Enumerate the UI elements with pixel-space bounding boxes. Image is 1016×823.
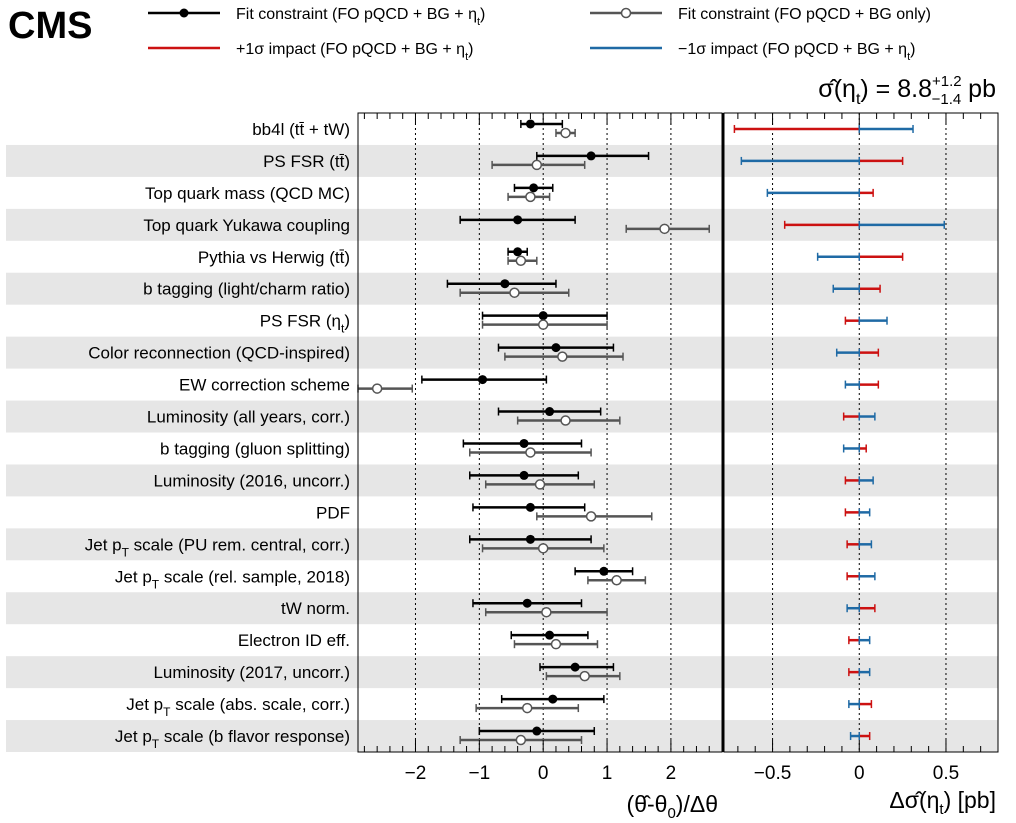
fit-bg-point: [525, 191, 536, 203]
fit-bg-point: [531, 159, 543, 171]
fit-full-point: [519, 438, 529, 448]
row-band: [6, 336, 998, 369]
nuisance-label: Color reconnection (QCD-inspired): [88, 344, 350, 363]
nuisance-label: b tagging (light/charm ratio): [143, 280, 350, 299]
fit-full-point: [513, 215, 523, 225]
nuisance-label: Jet pT scale (b flavor response): [115, 727, 350, 751]
fit-full-point: [529, 183, 539, 193]
fit-bg-point: [560, 415, 571, 426]
fit-full-point: [570, 662, 580, 672]
fit-full-point: [519, 470, 529, 480]
fit-bg-point: [541, 606, 552, 618]
right-tick-label: 0.5: [933, 763, 959, 784]
nuisance-label: Luminosity (all years, corr.): [147, 408, 350, 427]
left-tick-label: 0: [538, 763, 549, 784]
left-axis-title: (θ̂-θ0)/Δθ: [627, 791, 718, 822]
legend-marker-fit_full: [179, 8, 189, 18]
fit-full-point: [525, 534, 535, 544]
left-tick-label: −2: [405, 763, 427, 784]
fit-full-point: [586, 151, 596, 161]
fit-bg-point: [515, 255, 527, 267]
left-tick-label: 2: [666, 763, 677, 784]
legend-label-fit_bg: Fit constraint (FO pQCD + BG only): [678, 6, 931, 23]
right-tick-label: 0: [854, 763, 865, 784]
nuisance-label: PS FSR (tt̄): [263, 152, 350, 171]
nuisance-label: PDF: [316, 503, 350, 522]
fit-bg-point: [579, 670, 590, 682]
row-band: [6, 592, 998, 625]
nuisance-label: Luminosity (2016, uncorr.): [153, 471, 350, 490]
fit-full-point: [548, 694, 558, 704]
header: CMS Fit constraint (FO pQCD + BG + ηt) Fit…: [8, 5, 996, 108]
nuisance-label: Top quark Yukawa coupling: [143, 216, 350, 235]
legend-label-plus_impact: +1σ impact (FO pQCD + BG + ηt): [236, 41, 473, 63]
legend-label-fit_full: Fit constraint (FO pQCD + BG + ηt): [236, 6, 485, 28]
fit-full-point: [545, 407, 555, 417]
nuisance-label: Jet pT scale (PU rem. central, corr.): [85, 535, 350, 559]
nuisance-label: tW norm.: [281, 599, 350, 618]
axes: −2 −1 0 1 2 −0.5 0 0.5 (θ̂-θ0)/Δθ Δσ̂(ηt) [pb]: [363, 113, 999, 822]
fit-full-point: [513, 247, 523, 257]
nuisance-label: PS FSR (ηt): [260, 312, 350, 336]
fit-full-point: [522, 598, 532, 608]
result-annotation: σ̂(ηt) = 8.8+1.2 −1.4 pb: [818, 73, 996, 108]
legend-label-minus_impact: −1σ impact (FO pQCD + BG + ηt): [678, 41, 915, 63]
fit-bg-point: [537, 543, 549, 554]
data-marks: [357, 119, 945, 746]
nuisance-label: Pythia vs Herwig (tt̄): [198, 248, 350, 267]
nuisance-label: Luminosity (2017, uncorr.): [153, 663, 350, 682]
row-band: [6, 464, 998, 497]
fit-bg-point: [515, 734, 527, 746]
nuisance-label: b tagging (gluon splitting): [160, 439, 350, 458]
left-tick-label: 1: [602, 763, 613, 784]
right-axis-title: Δσ̂(ηt) [pb]: [889, 787, 996, 818]
fit-full-point: [525, 502, 535, 512]
fit-bg-point: [521, 702, 533, 714]
nuisance-labels: bb4l (tt̄ + tW) PS FSR (tt̄) Top quark mas…: [85, 120, 350, 751]
fit-bg-point: [534, 479, 546, 490]
row-band: [6, 528, 998, 561]
fit-full-point: [525, 119, 535, 129]
row-band: [6, 400, 998, 433]
fit-full-point: [545, 630, 555, 640]
panel-frames: [357, 112, 999, 753]
experiment-label: CMS: [8, 5, 92, 47]
fit-bg-point: [585, 511, 597, 522]
row-band: [6, 656, 998, 689]
fit-bg-point: [659, 223, 670, 235]
row-bands: [6, 144, 998, 752]
fit-bg-point: [560, 127, 571, 139]
fit-full-point: [551, 343, 561, 353]
fit-full-point: [478, 375, 488, 385]
fit-bg-point: [525, 447, 536, 458]
nuisance-label: Electron ID eff.: [238, 631, 350, 650]
nuisance-label: bb4l (tt̄ + tW): [252, 120, 350, 139]
fit-full-point: [538, 311, 548, 321]
fit-bg-point: [557, 351, 568, 362]
nuisance-label: Jet pT scale (rel. sample, 2018): [115, 567, 350, 591]
fit-bg-point: [371, 383, 383, 394]
nuisance-label: EW correction scheme: [179, 376, 350, 395]
fit-bg-point: [550, 638, 562, 650]
left-tick-label: −1: [468, 763, 490, 784]
fit-full-point: [532, 726, 542, 736]
fit-full-point: [500, 279, 510, 289]
fit-full-point: [599, 566, 609, 576]
legend-marker-fit_bg: [620, 7, 632, 19]
right-tick-label: −0.5: [754, 763, 792, 784]
fit-bg-point: [537, 319, 549, 330]
nuisance-label: Jet pT scale (abs. scale, corr.): [126, 695, 350, 719]
fit-bg-point: [611, 575, 622, 586]
nuisance-label: Top quark mass (QCD MC): [145, 184, 350, 203]
fit-bg-point: [509, 287, 520, 298]
row-band: [6, 720, 998, 752]
